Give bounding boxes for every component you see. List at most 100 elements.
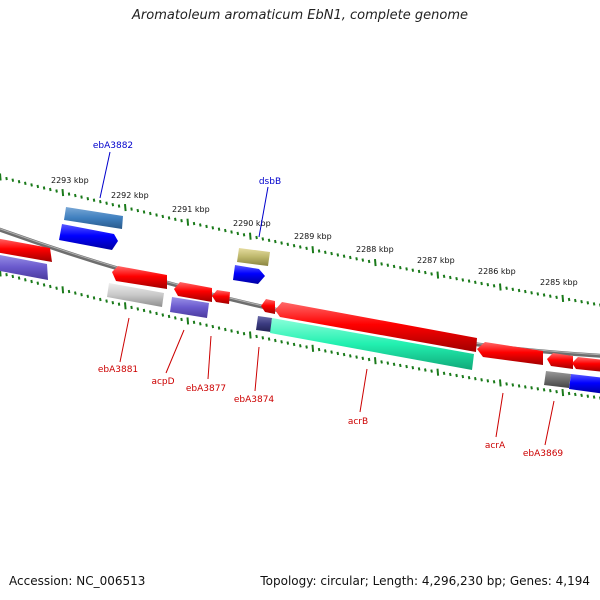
ruler-tick <box>67 289 71 294</box>
ruler-tick <box>111 301 115 305</box>
ruler-tick <box>292 342 296 347</box>
gene-label-ebA3877[interactable]: ebA3877 <box>186 384 226 394</box>
ruler-tick <box>180 317 183 322</box>
ruler-tick <box>274 338 277 343</box>
ruler-tick <box>511 383 515 387</box>
ruler-tick <box>136 307 140 311</box>
ruler-tick <box>236 231 240 236</box>
ruler-tick <box>61 189 65 197</box>
ruler-tick <box>61 286 65 294</box>
ruler-label: 2289 kbp <box>294 232 332 241</box>
ruler-tick <box>449 372 452 377</box>
ruler-tick <box>561 389 565 397</box>
gene-label-ebA3874[interactable]: ebA3874 <box>234 395 275 405</box>
ruler-tick <box>399 266 402 270</box>
ruler-tick <box>111 203 115 207</box>
ruler-tick <box>342 352 346 357</box>
ruler-tick <box>411 366 415 370</box>
gene-label-ebA3881[interactable]: ebA3881 <box>98 365 138 375</box>
gene-navy-segment[interactable] <box>256 316 272 332</box>
ruler-tick <box>592 302 596 306</box>
ruler-tick <box>136 208 140 213</box>
ruler-tick <box>242 332 246 336</box>
gene-ebA3869[interactable] <box>544 371 571 388</box>
leader-line <box>207 335 212 380</box>
ruler-tick <box>542 388 546 392</box>
gene-ebA3877[interactable] <box>212 290 230 304</box>
gene-arrow-reverse[interactable] <box>547 353 573 369</box>
ruler-label: 2288 kbp <box>356 245 394 254</box>
ruler-tick <box>424 368 427 372</box>
ruler-tick <box>99 200 102 204</box>
ruler-tick <box>36 184 40 189</box>
ruler-tick <box>5 176 8 181</box>
gene-label-ebA3869[interactable]: ebA3869 <box>523 449 564 459</box>
ruler-tick <box>336 351 340 356</box>
ruler-tick <box>217 326 221 330</box>
gene-arrow-forward[interactable] <box>59 224 118 250</box>
ruler-tick <box>174 217 177 221</box>
gene-label-acpD[interactable]: acpD <box>151 377 174 387</box>
gene-arrow-left[interactable] <box>0 254 48 280</box>
gene-acrB-upper[interactable] <box>275 302 477 352</box>
ruler-tick <box>199 322 202 326</box>
ruler-tick <box>567 297 571 302</box>
ruler-tick <box>161 313 165 317</box>
ruler-tick <box>367 357 371 362</box>
ruler-tick <box>561 294 565 302</box>
ruler-tick <box>149 310 152 314</box>
ruler-tick <box>117 204 121 208</box>
gene-ebA3882[interactable] <box>64 207 123 229</box>
map-title: Aromatoleum aromaticum EbN1, complete ge… <box>132 8 468 23</box>
ruler-tick <box>186 218 190 226</box>
ruler-tick <box>374 259 377 267</box>
gene-label-acrA[interactable]: acrA <box>485 441 506 451</box>
gene-acrA[interactable] <box>477 342 543 365</box>
ruler-tick <box>286 341 290 345</box>
ruler-tick <box>467 376 471 380</box>
gene-ebA3881[interactable] <box>107 283 164 307</box>
gene-arrow-left[interactable] <box>0 238 52 262</box>
ruler-tick <box>430 369 433 373</box>
ruler-tick <box>349 255 352 260</box>
gene-arrow-reverse[interactable] <box>572 357 600 372</box>
gene-acrB[interactable] <box>270 318 474 370</box>
gene-acpD[interactable] <box>170 297 209 318</box>
ruler-tick <box>17 276 21 280</box>
ruler-tick <box>555 390 558 394</box>
ruler-tick <box>486 379 490 383</box>
ruler-tick <box>592 395 596 399</box>
ruler-tick <box>124 302 127 310</box>
ruler-tick <box>330 251 333 256</box>
gene-arrow-forward[interactable] <box>233 265 265 284</box>
gene-dsbB[interactable] <box>237 248 270 266</box>
gene-blue-segment[interactable] <box>569 374 600 394</box>
gene-label-dsbB[interactable]: dsbB <box>259 177 281 187</box>
ruler-tick <box>224 327 227 332</box>
ruler-label: 2290 kbp <box>233 219 271 228</box>
leader-line <box>99 151 111 199</box>
ruler-label: 2291 kbp <box>172 205 210 214</box>
ruler-tick <box>286 242 290 246</box>
ruler-tick <box>30 279 33 284</box>
ruler-tick <box>361 258 365 262</box>
ruler-tick <box>555 295 558 299</box>
ruler-tick <box>155 213 158 217</box>
ruler-tick <box>405 267 408 271</box>
ruler-tick <box>499 379 502 387</box>
ruler-tick <box>480 281 483 286</box>
gene-label-acrB[interactable]: acrB <box>348 417 368 427</box>
gene-arrow-reverse[interactable] <box>174 282 212 302</box>
ruler-tick <box>161 214 165 219</box>
gene-arrow-reverse[interactable] <box>112 266 167 289</box>
ruler-tick <box>24 278 27 282</box>
ruler-tick <box>261 237 265 241</box>
ruler-tick <box>192 320 196 324</box>
ruler-label: 2287 kbp <box>417 256 455 265</box>
ruler-tick <box>124 204 127 212</box>
ruler-tick <box>455 373 458 378</box>
ruler-tick <box>105 299 108 303</box>
ruler-tick <box>330 350 333 354</box>
gene-ebA3874[interactable] <box>261 299 275 314</box>
gene-label-ebA3882[interactable]: ebA3882 <box>93 141 133 151</box>
